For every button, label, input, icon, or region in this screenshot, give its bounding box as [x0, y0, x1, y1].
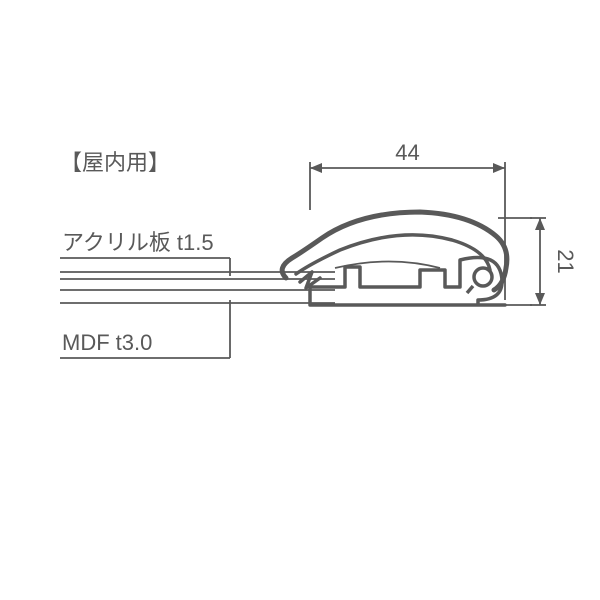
- acrylic-label: アクリル板t1.5: [62, 230, 214, 255]
- title-label: 【屋内用】: [60, 150, 170, 175]
- dim-width-arrow-l: [310, 163, 322, 173]
- dim-width-arrow-r: [493, 163, 505, 173]
- dim-height-arrow-t: [535, 218, 545, 230]
- dim-height-arrow-b: [535, 293, 545, 305]
- mdf-label: MDFt3.0: [62, 330, 152, 355]
- dim-width-value: 44: [395, 140, 419, 165]
- dim-height-value: 21: [553, 249, 578, 273]
- hinge-notch: [467, 286, 473, 293]
